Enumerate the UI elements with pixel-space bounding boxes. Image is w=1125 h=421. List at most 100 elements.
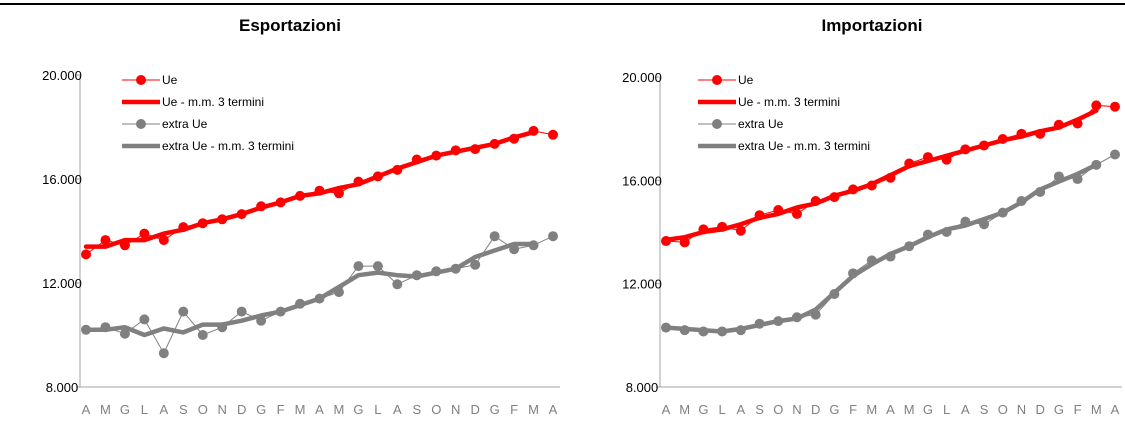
data-point-extra-ue [372,261,383,272]
legend-label: Ue - m.m. 3 termini [738,95,840,109]
x-tick-label: F [1074,402,1082,417]
data-point-extra-ue [178,306,189,317]
x-tick-label: D [237,402,246,417]
x-tick-label: N [792,402,801,417]
data-point-extra-ue [236,306,247,317]
x-tick-label: G [698,402,708,417]
data-point-ue [139,228,150,239]
x-tick-label: A [315,402,324,417]
x-tick-label: L [719,402,726,417]
legend-swatch-marker [136,75,146,85]
data-point-extra-ue [470,259,481,270]
legend-label: extra Ue [162,117,208,131]
x-tick-label: N [451,402,460,417]
legend-label: Ue - m.m. 3 termini [162,95,264,109]
data-point-extra-ue [158,348,169,359]
data-point-extra-ue [489,231,500,242]
x-tick-label: G [353,402,363,417]
data-point-ue [81,249,91,260]
x-tick-label: N [1017,402,1026,417]
data-point-ue [791,208,802,219]
y-tick-label: 16.000 [42,172,82,187]
legend: Ue Ue - m.m. 3 termini extra Ue extra Ue - … [122,73,294,153]
chart-title: Importazioni [821,16,922,35]
series-line-extra-ue-mm3 [83,241,536,338]
x-tick-label: G [923,402,933,417]
data-point-extra-ue [119,328,130,339]
x-tick-label: A [393,402,402,417]
x-tick-label: G [490,402,500,417]
x-tick-label: A [82,402,91,417]
x-tick-label: A [662,402,671,417]
y-tick-label: 20.000 [622,70,662,85]
x-tick-label: G [1054,402,1064,417]
x-tick-label: A [886,402,895,417]
data-point-extra-ue [1110,149,1120,160]
x-tick-label: G [256,402,266,417]
x-tick-label: M [679,402,690,417]
data-point-extra-ue [353,261,364,272]
x-tick-label: M [904,402,915,417]
legend-label: extra Ue [738,117,784,131]
data-point-extra-ue [197,330,208,340]
data-point-ue [679,237,690,248]
series-line-extra-ue-mm3 [663,162,1099,334]
data-point-ue [1110,101,1120,112]
data-point-ue [735,225,746,236]
legend-label: Ue [162,73,178,87]
data-point-ue [158,235,169,246]
x-tick-label: A [1111,402,1120,417]
x-tick-label: F [510,402,518,417]
x-tick-label: A [159,402,168,417]
series-line-ue-mm3 [83,129,536,249]
y-tick-label: 12.000 [42,276,82,291]
x-tick-label: M [528,402,539,417]
legend-label: Ue [738,73,754,87]
x-tick-label: D [470,402,479,417]
data-point-extra-ue [548,231,558,242]
x-tick-label: M [295,402,306,417]
x-tick-label: D [811,402,820,417]
x-tick-label: S [179,402,188,417]
top-rule [0,3,1125,5]
x-tick-label: G [829,402,839,417]
y-tick-label: 8.000 [46,380,79,395]
x-tick-label: S [412,402,421,417]
x-tick-label: M [1091,402,1102,417]
x-tick-label: S [755,402,764,417]
data-point-ue [100,235,111,246]
x-tick-label: O [773,402,783,417]
series-line-ue-mm3 [663,108,1099,243]
x-tick-label: O [198,402,208,417]
x-tick-label: A [736,402,745,417]
legend-swatch-marker [712,75,722,85]
y-tick-label: 20.000 [42,68,82,83]
x-tick-label: F [277,402,285,417]
chart-title: Esportazioni [239,16,341,35]
legend: Ue Ue - m.m. 3 termini extra Ue extra Ue - … [698,73,870,153]
data-point-extra-ue [139,314,150,325]
legend-swatch-marker [136,119,146,129]
x-tick-label: N [218,402,227,417]
data-point-extra-ue [392,279,403,290]
x-tick-label: L [374,402,381,417]
data-point-ue [548,129,558,140]
legend-label: extra Ue - m.m. 3 termini [738,139,870,153]
x-tick-label: F [849,402,857,417]
x-tick-label: G [120,402,130,417]
x-tick-label: O [431,402,441,417]
x-tick-label: S [980,402,989,417]
data-point-ue [1091,100,1102,111]
y-tick-label: 16.000 [622,173,662,188]
legend-swatch-marker [712,119,722,129]
x-tick-label: A [549,402,558,417]
legend-label: extra Ue - m.m. 3 termini [162,139,294,153]
x-tick-label: O [998,402,1008,417]
x-tick-label: A [961,402,970,417]
x-tick-label: L [141,402,148,417]
x-tick-label: L [943,402,950,417]
y-tick-label: 12.000 [622,277,662,292]
